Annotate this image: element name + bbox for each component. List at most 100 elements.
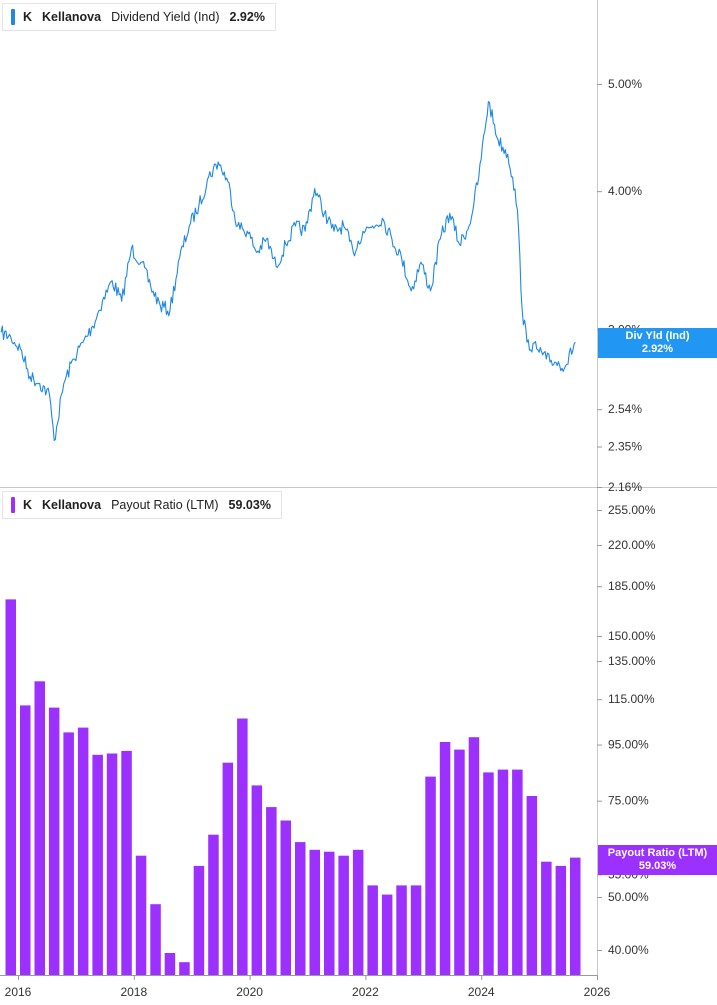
payout-y-tick-255-00-tick: [597, 510, 602, 511]
payout-bar-2016-q1: [20, 705, 31, 975]
payout-tag-label: Payout Ratio (LTM): [607, 847, 708, 859]
payout-bar-2023-q1: [425, 776, 436, 975]
yield-y-tick-2-35: 2.35%: [608, 440, 642, 454]
payout-bar-2022-q1: [367, 885, 378, 975]
panel-divider: [0, 487, 717, 488]
payout-bar-2017-q3: [106, 753, 118, 975]
payout-y-tick-150-00-tick: [597, 636, 602, 638]
payout-bar-2024-q3: [512, 769, 523, 975]
payout-bar-2019-q3: [222, 762, 234, 975]
payout-bar-2018-q1: [135, 855, 147, 975]
payout-y-tick-115-00-tick: [597, 699, 602, 701]
yield-y-tick-4-00-tick: [597, 191, 602, 193]
x-tick-2018-mark: [133, 975, 135, 980]
x-axis: 2016 2018 2020 2022 2024 2026: [5, 975, 611, 999]
payout-bar-2018-q2: [150, 904, 161, 975]
yield-y-tick-5-00: 5.00%: [608, 77, 642, 91]
payout-y-tick-95-00: 95.00%: [608, 738, 649, 752]
yield-legend-company: Kellanova: [42, 10, 102, 24]
payout-y-axis: 255.00% 220.00% 185.00% 150.00% 135.00% 115.0…: [597, 503, 656, 957]
payout-chart: [5, 599, 581, 975]
yield-value-tag: Div Yld (Ind) 2.92%: [598, 328, 717, 358]
payout-y-tick-50-00-tick: [597, 896, 602, 898]
yield-legend-swatch: [11, 9, 15, 25]
payout-bar-2021-q2: [324, 851, 335, 975]
payout-bar-2017-q4: [121, 750, 132, 975]
payout-bar-2025-q3: [570, 857, 581, 975]
payout-bar-2017-q2: [92, 754, 103, 975]
payout-bar-2021-q3: [338, 855, 349, 975]
payout-legend-swatch: [11, 497, 15, 513]
yield-tag-value: 2.92%: [641, 343, 674, 355]
yield-legend-value: 2.92%: [229, 10, 265, 24]
yield-chart: [0, 101, 576, 441]
payout-legend-value: 59.03%: [228, 498, 271, 512]
yield-legend-ticker: K: [23, 10, 33, 24]
payout-bar-2025-q2: [555, 865, 567, 975]
yield-y-tick-2-35-tick: [597, 446, 602, 448]
payout-value-tag: Payout Ratio (LTM) 59.03%: [598, 845, 717, 875]
payout-bar-2024-q1: [483, 772, 494, 975]
payout-y-tick-115-00: 115.00%: [608, 692, 655, 706]
x-tick-2020-mark: [249, 975, 251, 980]
payout-bar-2022-q3: [396, 885, 407, 975]
payout-legend: K Kellanova Payout Ratio (LTM) 59.03%: [2, 491, 282, 519]
x-tick-2016: 2016: [5, 985, 32, 999]
yield-series-line: [0, 101, 576, 441]
yield-y-tick-4-00: 4.00%: [608, 184, 642, 198]
payout-bar-2020-q3: [280, 820, 291, 975]
payout-y-tick-75-00: 75.00%: [608, 794, 649, 808]
payout-bar-2019-q1: [193, 865, 205, 975]
x-tick-2024: 2024: [468, 985, 495, 999]
yield-y-tick-2-54: 2.54%: [608, 402, 642, 416]
payout-y-tick-40-00-tick: [597, 950, 602, 951]
yield-y-tick-2-16: 2.16%: [608, 480, 642, 494]
payout-bar-2020-q2: [266, 807, 277, 975]
payout-y-tick-255-00: 255.00%: [608, 503, 656, 517]
x-axis-line: [0, 975, 598, 976]
payout-bar-2016-q2: [34, 681, 45, 975]
payout-y-tick-185-00: 185.00%: [608, 579, 656, 593]
yield-legend: K Kellanova Dividend Yield (Ind) 2.92%: [2, 3, 276, 31]
payout-bar-2016-q4: [63, 732, 74, 975]
payout-legend-company: Kellanova: [42, 498, 102, 512]
x-tick-2024-mark: [481, 975, 483, 980]
payout-bar-2023-q3: [454, 749, 465, 975]
payout-y-tick-75-00-tick: [597, 800, 602, 802]
x-tick-2026-mark: [597, 975, 598, 980]
payout-bar-2019-q2: [208, 834, 219, 975]
payout-y-tick-50-00: 50.00%: [608, 890, 649, 904]
payout-tag-value: 59.03%: [638, 860, 677, 872]
payout-y-tick-150-00: 150.00%: [608, 629, 656, 643]
payout-bar-2023-q2: [439, 742, 451, 975]
payout-bar-2024-q2: [497, 769, 509, 975]
payout-bar-2022-q4: [410, 885, 422, 975]
payout-legend-ticker: K: [23, 498, 33, 512]
x-tick-2026: 2026: [584, 985, 611, 999]
yield-legend-metric: Dividend Yield (Ind): [111, 10, 220, 24]
yield-y-tick-2-54-tick: [597, 409, 602, 411]
payout-y-tick-220-00-tick: [597, 545, 602, 547]
payout-bar-2021-q1: [309, 849, 320, 975]
payout-bar-2018-q4: [179, 962, 190, 975]
payout-bar-2019-q4: [237, 718, 248, 975]
yield-y-tick-2-16-tick: [597, 487, 602, 488]
payout-bar-2025-q1: [541, 861, 552, 975]
payout-y-tick-40-00: 40.00%: [608, 943, 649, 957]
yield-y-tick-5-00-tick: [597, 84, 602, 85]
x-tick-2016-mark: [18, 975, 19, 980]
x-tick-2022-mark: [365, 975, 367, 980]
payout-bar-2015-q4: [5, 599, 16, 975]
payout-bar-2018-q3: [164, 953, 176, 975]
payout-bar-2022-q2: [381, 894, 393, 975]
payout-y-tick-95-00-tick: [597, 744, 602, 746]
payout-y-tick-135-00-tick: [597, 661, 602, 663]
payout-bar-2021-q4: [352, 849, 364, 975]
payout-bar-2016-q3: [48, 707, 60, 975]
payout-y-tick-220-00: 220.00%: [608, 538, 656, 552]
x-tick-2018: 2018: [120, 985, 147, 999]
yield-y-axis: 5.00%4.00%3.00%2.54%2.35%2.16%: [597, 77, 642, 494]
yield-tag-label: Div Yld (Ind): [625, 330, 690, 342]
payout-legend-metric: Payout Ratio (LTM): [111, 498, 219, 512]
